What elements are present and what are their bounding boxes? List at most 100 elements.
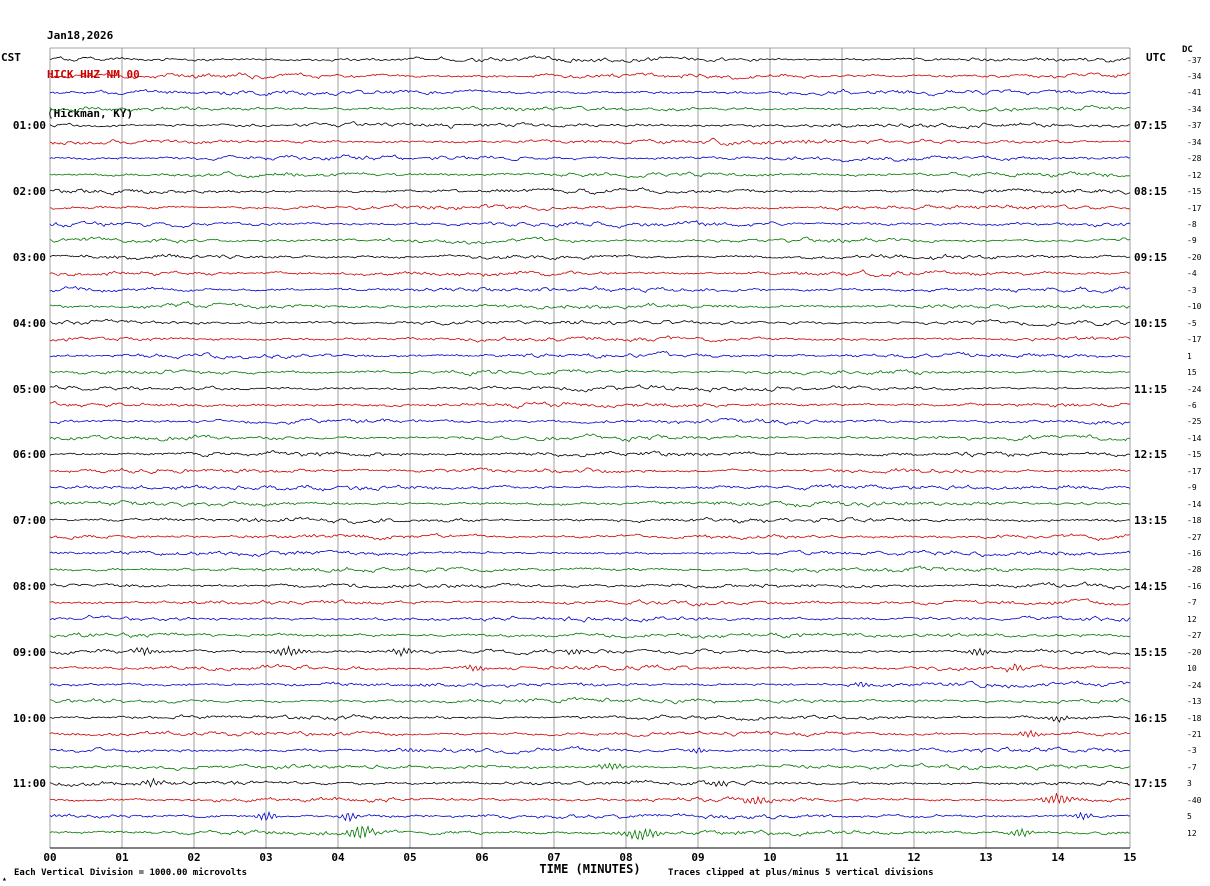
x-tick-15: 15 bbox=[1123, 851, 1137, 864]
dc-value-row-44: 3 bbox=[1187, 779, 1192, 789]
dc-value-row-22: -25 bbox=[1187, 417, 1202, 427]
right-time-12:15: 12:15 bbox=[1134, 448, 1168, 462]
left-timezone-label: CST bbox=[1, 51, 21, 64]
trace-row-17 bbox=[49, 335, 1131, 343]
dc-value-row-28: -18 bbox=[1187, 516, 1202, 526]
dc-value-row-40: -18 bbox=[1187, 713, 1202, 723]
dc-value-row-33: -7 bbox=[1187, 598, 1197, 608]
trace-row-16 bbox=[49, 318, 1131, 327]
trace-row-26 bbox=[49, 483, 1131, 492]
dc-value-row-32: -16 bbox=[1187, 581, 1202, 591]
dc-value-row-20: -24 bbox=[1187, 384, 1202, 394]
dc-value-row-29: -27 bbox=[1187, 532, 1202, 542]
trace-row-5 bbox=[49, 137, 1131, 146]
trace-row-0 bbox=[49, 55, 1131, 64]
trace-row-44 bbox=[49, 777, 1131, 788]
trace-row-40 bbox=[49, 714, 1131, 723]
trace-row-2 bbox=[49, 88, 1131, 97]
x-tick-14: 14 bbox=[1051, 851, 1065, 864]
x-tick-13: 13 bbox=[979, 851, 993, 864]
trace-row-13 bbox=[49, 269, 1131, 278]
trace-row-29 bbox=[49, 533, 1131, 542]
dc-value-row-27: -14 bbox=[1187, 499, 1202, 509]
dc-value-row-2: -41 bbox=[1187, 88, 1202, 98]
trace-row-6 bbox=[49, 154, 1131, 163]
trace-row-45 bbox=[49, 793, 1131, 805]
dc-value-row-41: -21 bbox=[1187, 729, 1202, 739]
dc-value-row-9: -17 bbox=[1187, 203, 1202, 213]
x-tick-11: 11 bbox=[835, 851, 849, 864]
x-axis-title: TIME (MINUTES) bbox=[539, 862, 641, 876]
trace-row-37 bbox=[49, 663, 1131, 673]
left-time-01:00: 01:00 bbox=[12, 119, 46, 133]
trace-row-19 bbox=[49, 369, 1131, 377]
trace-row-14 bbox=[49, 285, 1131, 294]
left-time-09:00: 09:00 bbox=[12, 645, 46, 659]
dc-value-row-1: -34 bbox=[1187, 71, 1202, 81]
dc-value-row-4: -37 bbox=[1187, 121, 1202, 131]
dc-value-row-23: -14 bbox=[1187, 433, 1202, 443]
dc-value-row-5: -34 bbox=[1187, 137, 1202, 147]
right-time-13:15: 13:15 bbox=[1134, 514, 1168, 528]
trace-row-39 bbox=[49, 697, 1131, 705]
right-time-17:15: 17:15 bbox=[1134, 777, 1168, 791]
corner-mark-icon: ▴ bbox=[2, 874, 7, 883]
dc-value-row-34: 12 bbox=[1187, 614, 1197, 624]
dc-value-row-35: -27 bbox=[1187, 631, 1202, 641]
dc-value-row-25: -17 bbox=[1187, 466, 1202, 476]
trace-row-31 bbox=[49, 565, 1131, 573]
dc-value-row-43: -7 bbox=[1187, 762, 1197, 772]
dc-value-row-8: -15 bbox=[1187, 187, 1202, 197]
dc-value-row-16: -5 bbox=[1187, 318, 1197, 328]
trace-row-46 bbox=[49, 810, 1131, 823]
date-line: Jan18,2026 bbox=[47, 29, 114, 42]
x-tick-09: 09 bbox=[691, 851, 705, 864]
right-time-14:15: 14:15 bbox=[1134, 579, 1168, 593]
dc-value-row-36: -20 bbox=[1187, 647, 1202, 657]
left-time-06:00: 06:00 bbox=[12, 448, 46, 462]
x-tick-08: 08 bbox=[619, 851, 633, 864]
title-block: Jan18,2026 HICK HHZ NM 00 (Hickman, KY) bbox=[47, 3, 140, 146]
dc-value-row-26: -9 bbox=[1187, 483, 1197, 493]
x-tick-07: 07 bbox=[547, 851, 561, 864]
trace-row-18 bbox=[49, 351, 1131, 360]
trace-row-35 bbox=[49, 632, 1131, 639]
clip-note: Traces clipped at plus/minus 5 vertical … bbox=[668, 868, 934, 878]
trace-row-34 bbox=[49, 614, 1131, 623]
trace-row-24 bbox=[49, 450, 1131, 458]
scale-note: Each Vertical Division = 1000.00 microvo… bbox=[14, 868, 247, 878]
dc-value-row-0: -37 bbox=[1187, 55, 1202, 65]
left-time-05:00: 05:00 bbox=[12, 382, 46, 396]
dc-value-row-11: -9 bbox=[1187, 236, 1197, 246]
dc-value-row-15: -10 bbox=[1187, 302, 1202, 312]
dc-value-row-10: -8 bbox=[1187, 220, 1197, 229]
dc-value-row-6: -28 bbox=[1187, 154, 1202, 164]
trace-row-12 bbox=[49, 253, 1131, 261]
x-tick-03: 03 bbox=[259, 851, 273, 864]
x-tick-00: 00 bbox=[43, 851, 57, 864]
left-time-03:00: 03:00 bbox=[12, 250, 46, 264]
dc-value-row-39: -13 bbox=[1187, 697, 1202, 707]
trace-row-42 bbox=[49, 745, 1131, 755]
left-time-04:00: 04:00 bbox=[12, 316, 46, 330]
dc-value-row-30: -16 bbox=[1187, 549, 1202, 558]
dc-value-row-21: -6 bbox=[1187, 400, 1197, 410]
dc-value-row-47: 12 bbox=[1187, 828, 1197, 838]
left-time-11:00: 11:00 bbox=[12, 777, 46, 791]
dc-value-row-46: 5 bbox=[1187, 812, 1192, 822]
trace-row-28 bbox=[49, 516, 1131, 525]
dc-value-row-3: -34 bbox=[1187, 104, 1202, 114]
dc-value-row-12: -20 bbox=[1187, 252, 1202, 262]
left-time-08:00: 08:00 bbox=[12, 579, 46, 593]
x-tick-04: 04 bbox=[331, 851, 345, 864]
right-time-07:15: 07:15 bbox=[1134, 119, 1168, 133]
right-time-09:15: 09:15 bbox=[1134, 250, 1168, 264]
trace-row-25 bbox=[49, 467, 1131, 475]
x-tick-12: 12 bbox=[907, 851, 921, 864]
trace-row-4 bbox=[49, 121, 1131, 130]
right-time-10:15: 10:15 bbox=[1134, 316, 1168, 330]
trace-row-30 bbox=[49, 549, 1131, 558]
x-tick-10: 10 bbox=[763, 851, 777, 864]
